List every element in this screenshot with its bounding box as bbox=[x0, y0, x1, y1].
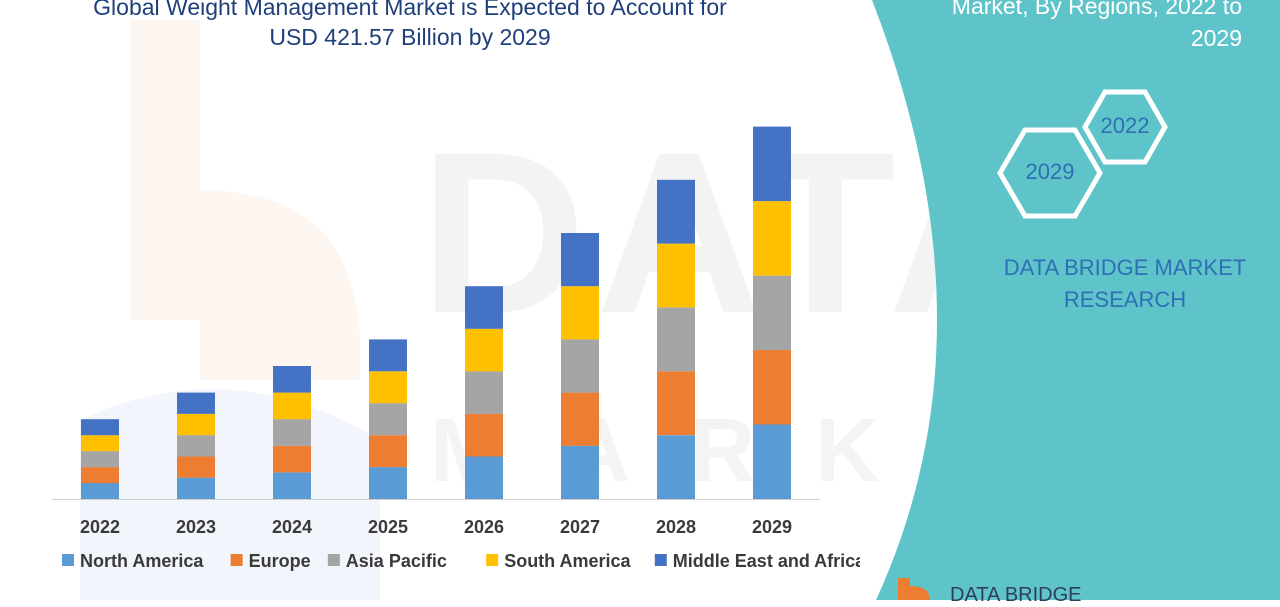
chart-title-line-1: Global Weight Management Market is Expec… bbox=[93, 0, 727, 20]
panel-title: Market, By Regions, 2022 to 2029 bbox=[882, 0, 1242, 54]
bar-2028-asia-pacific bbox=[657, 307, 695, 372]
bar-2024-south-america bbox=[273, 392, 311, 420]
bar-2024-europe bbox=[273, 445, 311, 473]
legend-swatch-asia-pacific bbox=[327, 554, 340, 566]
bar-2025-middle-east-and-africa bbox=[369, 339, 407, 372]
x-tick-label-2029: 2029 bbox=[752, 517, 792, 537]
bar-2028-north-america bbox=[657, 435, 695, 499]
bar-2024-middle-east-and-africa bbox=[273, 366, 311, 393]
bar-2025-asia-pacific bbox=[369, 403, 407, 436]
bar-2027-north-america bbox=[561, 445, 599, 499]
bar-2023-asia-pacific bbox=[177, 435, 215, 457]
chart-title-line-2: USD 421.57 Billion by 2029 bbox=[269, 24, 551, 50]
x-tick-label-2023: 2023 bbox=[176, 517, 216, 537]
bar-2029-north-america bbox=[753, 424, 791, 499]
hex-label-start: 2022 bbox=[1100, 113, 1150, 138]
footer-logo-icon bbox=[898, 578, 930, 600]
x-tick-label-2026: 2026 bbox=[464, 517, 504, 537]
bar-2024-north-america bbox=[273, 472, 311, 499]
bar-2029-south-america bbox=[753, 201, 791, 276]
legend-swatch-europe bbox=[230, 554, 243, 566]
bar-2023-middle-east-and-africa bbox=[177, 392, 215, 414]
bar-2028-south-america bbox=[657, 243, 695, 308]
legend-label-north-america: North America bbox=[80, 551, 204, 571]
stacked-bar-chart: 2022 2023 2024 2025 2026 2027 2028 2029 North Am… bbox=[52, 126, 860, 571]
x-tick-label-2027: 2027 bbox=[560, 517, 600, 537]
bar-2028-middle-east-and-africa bbox=[657, 179, 695, 244]
bar-2027-south-america bbox=[561, 286, 599, 340]
panel-title-line-2: 2029 bbox=[1190, 25, 1242, 51]
brand-text-line-2: RESEARCH bbox=[1063, 287, 1187, 312]
bar-2029-europe bbox=[753, 350, 791, 425]
bar-2027-europe bbox=[561, 392, 599, 446]
legend-label-asia-pacific: Asia Pacific bbox=[346, 551, 447, 571]
legend-swatch-north-america bbox=[62, 554, 74, 566]
footer-logo-text: DATA BRIDGE bbox=[950, 584, 1082, 606]
legend-label-middle-east-and-africa: Middle East and Africa bbox=[673, 551, 860, 571]
bar-2025-europe bbox=[369, 435, 407, 468]
chart-title: Global Weight Management Market is Expec… bbox=[40, 0, 780, 52]
bar-2024-asia-pacific bbox=[273, 419, 311, 446]
bar-2025-south-america bbox=[369, 371, 407, 404]
bar-2023-north-america bbox=[177, 477, 215, 499]
legend-swatch-middle-east-and-africa bbox=[654, 554, 667, 566]
brand-text: DATA BRIDGE MARKET RESEARCH bbox=[985, 252, 1265, 316]
bar-2022-north-america bbox=[81, 483, 119, 499]
bar-2027-asia-pacific bbox=[561, 339, 599, 393]
x-tick-label-2028: 2028 bbox=[656, 517, 696, 537]
panel-title-line-1: Market, By Regions, 2022 to bbox=[951, 0, 1242, 19]
bar-2026-middle-east-and-africa bbox=[465, 286, 503, 329]
legend-label-south-america: South America bbox=[504, 551, 631, 571]
bar-2026-europe bbox=[465, 413, 503, 457]
bar-2028-europe bbox=[657, 371, 695, 436]
hex-label-end: 2029 bbox=[1025, 159, 1075, 184]
brand-text-line-1: DATA BRIDGE MARKET bbox=[1003, 255, 1247, 280]
bar-2022-asia-pacific bbox=[81, 451, 119, 468]
x-tick-label-2022: 2022 bbox=[80, 517, 120, 537]
bar-2027-middle-east-and-africa bbox=[561, 233, 599, 287]
bar-2023-south-america bbox=[177, 413, 215, 436]
bar-2026-south-america bbox=[465, 328, 503, 372]
legend-label-europe: Europe bbox=[249, 551, 311, 571]
bar-2022-middle-east-and-africa bbox=[81, 419, 119, 436]
bar-2022-europe bbox=[81, 467, 119, 484]
bar-2023-europe bbox=[177, 456, 215, 478]
bar-2029-middle-east-and-africa bbox=[753, 126, 791, 202]
bar-2022-south-america bbox=[81, 435, 119, 452]
x-tick-label-2025: 2025 bbox=[368, 517, 408, 537]
legend-swatch-south-america bbox=[486, 554, 499, 566]
x-tick-label-2024: 2024 bbox=[272, 517, 312, 537]
bar-2025-north-america bbox=[369, 467, 407, 499]
bar-2026-asia-pacific bbox=[465, 371, 503, 414]
bar-2029-asia-pacific bbox=[753, 275, 791, 351]
bar-2026-north-america bbox=[465, 456, 503, 499]
